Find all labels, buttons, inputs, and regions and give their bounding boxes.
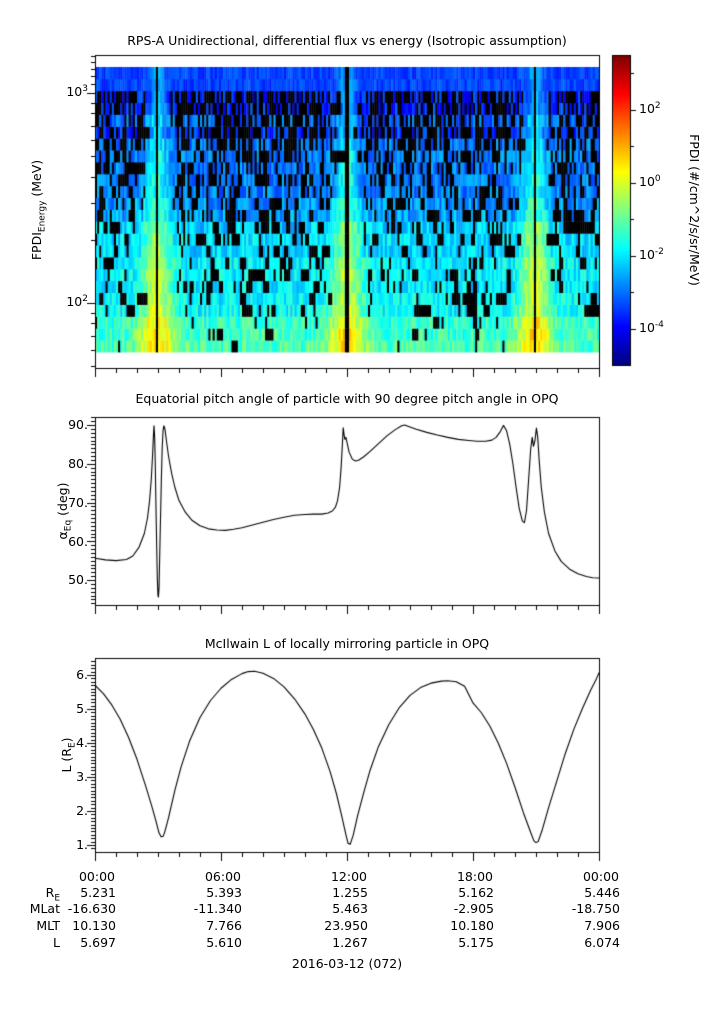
y-tick-label: 3. — [76, 769, 88, 784]
row-label-text: MLT — [36, 918, 60, 933]
tick-mantissa: 10 — [639, 174, 655, 189]
tick-exponent: -2 — [654, 246, 664, 257]
y-tick-label: 60. — [68, 534, 88, 549]
tick-exponent: 0 — [654, 173, 661, 184]
time-tick-label: 06:00 — [204, 869, 242, 884]
colorbar-tick-label: 100 — [639, 174, 661, 190]
tick-exponent: 3 — [82, 83, 88, 94]
ephemeris-value: -16.630 — [67, 901, 116, 916]
ephemeris-value: 10.130 — [72, 918, 116, 933]
row-label-text: R — [45, 885, 55, 900]
ephemeris-value: 5.162 — [458, 885, 494, 900]
row-label-re: RE — [8, 885, 60, 904]
ephemeris-value: 5.393 — [206, 885, 242, 900]
y-tick-label: 90. — [68, 417, 88, 432]
ephemeris-value: 10.180 — [450, 918, 494, 933]
y-tick-label: 4. — [76, 735, 88, 750]
pitch-angle-title: Equatorial pitch angle of particle with … — [135, 391, 559, 406]
row-label-subscript: E — [54, 893, 60, 904]
row-label-mlat: MLat — [8, 901, 60, 917]
ephemeris-value: 5.697 — [80, 935, 116, 950]
pitch-angle-y-axis-label: αEq (deg) — [55, 483, 74, 540]
mcilwain-title: McIlwain L of locally mirroring particle… — [204, 636, 490, 651]
spectrogram-title: RPS-A Unidirectional, differential flux … — [127, 33, 567, 48]
colorbar-tick-label: 10-2 — [639, 247, 664, 263]
y-label-subscript: Eq — [63, 519, 74, 532]
row-label-mlt: MLT — [8, 918, 60, 934]
ephemeris-value: 5.610 — [206, 935, 242, 950]
ephemeris-value: 5.231 — [80, 885, 116, 900]
y-tick-label: 6. — [76, 667, 88, 682]
ephemeris-value: 1.255 — [332, 885, 368, 900]
row-label-text: L — [53, 935, 60, 950]
ephemeris-value: -18.750 — [571, 901, 620, 916]
colorbar-label: FPDI (#/cm^2/s/sr/MeV) — [687, 134, 702, 286]
tick-mantissa: 10 — [639, 101, 655, 116]
y-tick-label: 1. — [76, 837, 88, 852]
ephemeris-value: -2.905 — [453, 901, 494, 916]
y-label-subscript: Energy — [37, 200, 48, 233]
colorbar-tick-label: 10-4 — [639, 320, 664, 336]
row-label-text: MLat — [29, 901, 60, 916]
y-tick-label: 80. — [68, 456, 88, 471]
ephemeris-value: 7.766 — [206, 918, 242, 933]
ephemeris-value: 5.446 — [584, 885, 620, 900]
row-label-l: L — [8, 935, 60, 951]
time-tick-label: 00:00 — [582, 869, 620, 884]
ephemeris-value: 1.267 — [332, 935, 368, 950]
tick-mantissa: 10 — [639, 320, 655, 335]
ephemeris-value: -11.340 — [193, 901, 242, 916]
tick-exponent: 2 — [654, 100, 661, 111]
spectrogram-y-axis-label: FPDIEnergy (MeV) — [29, 159, 48, 261]
tick-mantissa: 10 — [639, 247, 655, 262]
y-tick-label: 5. — [76, 701, 88, 716]
colorbar-tick-label: 102 — [639, 101, 661, 117]
time-tick-label: 12:00 — [330, 869, 368, 884]
y-tick-label: 50. — [68, 572, 88, 587]
y-tick-label: 70. — [68, 495, 88, 510]
date-label: 2016-03-12 (072) — [291, 956, 403, 971]
ephemeris-value: 7.906 — [584, 918, 620, 933]
ephemeris-value: 5.463 — [332, 901, 368, 916]
y-tick-label: 103 — [46, 84, 88, 100]
ephemeris-value: 5.175 — [458, 935, 494, 950]
ephemeris-value: 23.950 — [324, 918, 368, 933]
y-tick-label: 102 — [46, 294, 88, 310]
tick-exponent: -4 — [654, 319, 664, 330]
time-tick-label: 00:00 — [78, 869, 116, 884]
tick-mantissa: 10 — [66, 294, 83, 309]
ephemeris-value: 6.074 — [584, 935, 620, 950]
y-tick-label: 2. — [76, 803, 88, 818]
time-tick-label: 18:00 — [456, 869, 494, 884]
tick-exponent: 2 — [82, 293, 88, 304]
y-label-text: FPDI — [29, 232, 44, 261]
tick-mantissa: 10 — [66, 84, 83, 99]
y-label-units: (MeV) — [29, 159, 44, 201]
